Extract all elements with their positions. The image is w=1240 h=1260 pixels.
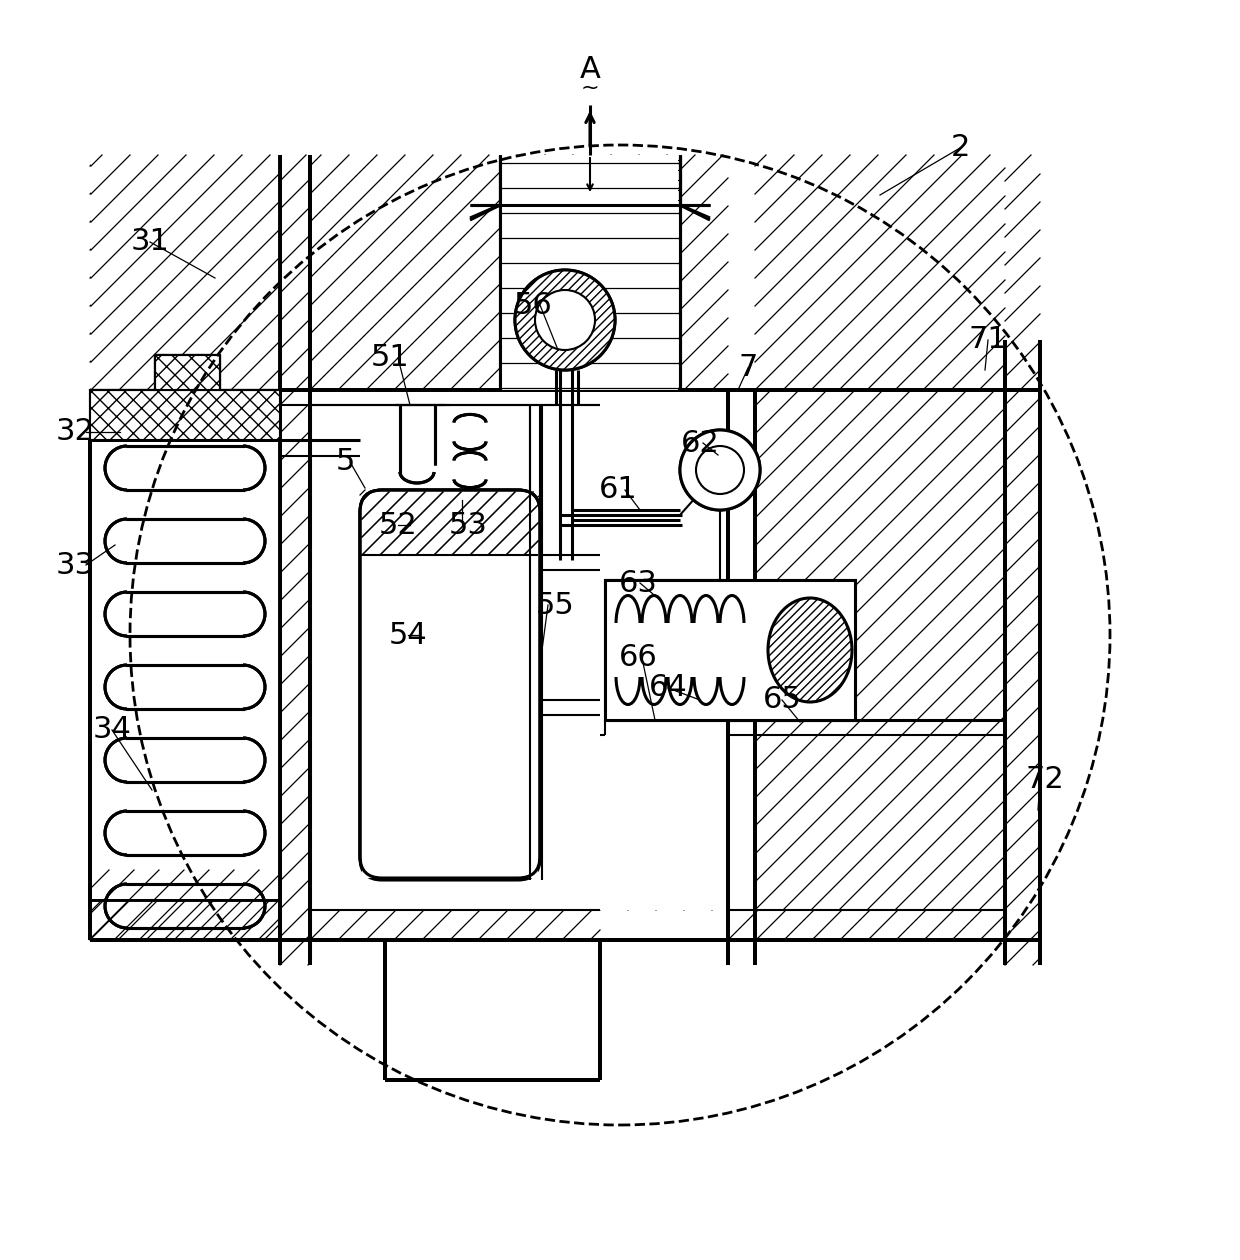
Text: 61: 61 [599, 475, 637, 504]
Bar [91, 152, 279, 438]
Circle shape [534, 290, 595, 350]
Text: 71: 71 [968, 325, 1007, 354]
Text: 62: 62 [681, 428, 719, 457]
Circle shape [515, 270, 615, 370]
Bar [91, 440, 280, 900]
Bar [500, 155, 680, 391]
Ellipse shape [768, 598, 852, 702]
Bar [155, 355, 219, 391]
Text: 53: 53 [449, 510, 487, 539]
Circle shape [515, 270, 615, 370]
Text: 33: 33 [56, 551, 94, 580]
Circle shape [680, 430, 760, 510]
Bar [502, 158, 678, 391]
Circle shape [680, 430, 760, 510]
Bar [605, 580, 856, 719]
Text: 54: 54 [388, 620, 428, 649]
Text: 34: 34 [93, 716, 131, 745]
Text: 5: 5 [335, 447, 355, 476]
Bar [91, 440, 279, 898]
Text: 51: 51 [371, 344, 409, 373]
Text: 2: 2 [950, 134, 970, 163]
Text: 66: 66 [619, 644, 657, 673]
Text: 52: 52 [378, 510, 418, 539]
Text: 56: 56 [513, 291, 552, 320]
Bar [91, 391, 280, 440]
Circle shape [534, 290, 595, 350]
Bar [155, 355, 219, 391]
Ellipse shape [768, 598, 852, 702]
Text: 65: 65 [763, 685, 801, 714]
Text: A: A [579, 55, 600, 84]
Bar [362, 554, 538, 878]
Bar [605, 580, 856, 719]
Text: 63: 63 [619, 568, 657, 597]
Text: 32: 32 [56, 417, 94, 446]
Circle shape [696, 446, 744, 494]
Circle shape [696, 446, 744, 494]
Bar [601, 388, 727, 718]
FancyBboxPatch shape [360, 490, 539, 878]
Text: 72: 72 [1025, 766, 1064, 795]
Text: 31: 31 [130, 228, 170, 257]
FancyBboxPatch shape [360, 490, 539, 879]
Text: ~: ~ [580, 78, 599, 98]
Bar [312, 404, 596, 908]
Text: 55: 55 [536, 591, 574, 620]
Bar [600, 391, 755, 910]
Text: 64: 64 [649, 674, 687, 703]
Bar [91, 391, 280, 440]
Bar [310, 391, 600, 910]
Bar [310, 404, 600, 910]
Text: 7: 7 [738, 354, 758, 383]
